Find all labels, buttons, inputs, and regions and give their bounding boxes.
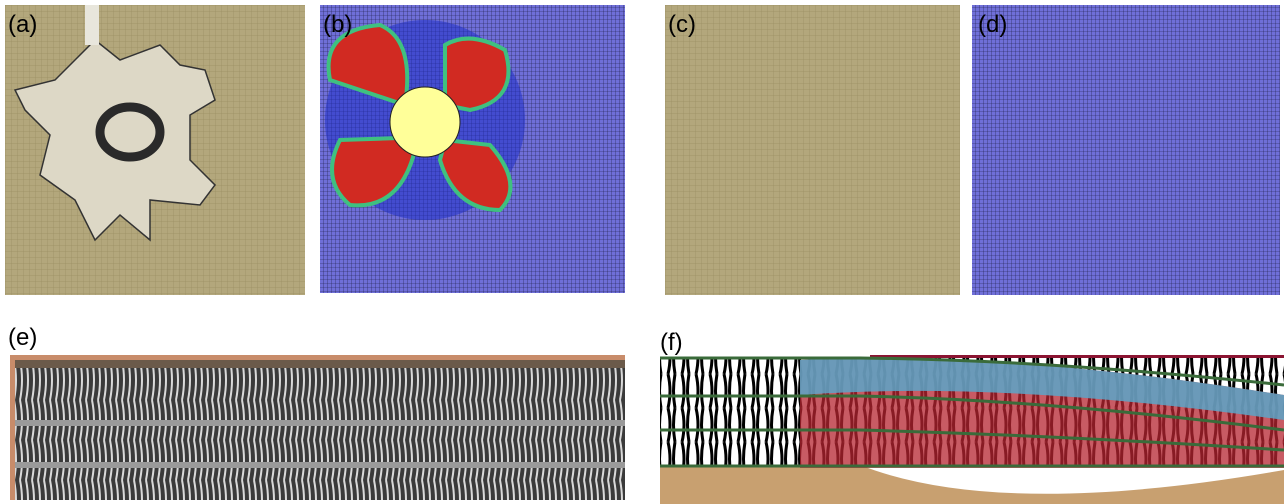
figure: (a) (b) (c) (d) (e) (f) xyxy=(0,0,1284,504)
support xyxy=(660,465,1284,504)
panel-label: (b) xyxy=(323,11,352,38)
face-sheet xyxy=(15,462,625,468)
photo xyxy=(15,360,625,500)
panel-a: (a) xyxy=(5,5,305,295)
photo xyxy=(665,5,960,295)
panel-label: (c) xyxy=(668,11,696,38)
panel-b: (b) xyxy=(320,5,625,293)
panel-d: (d) xyxy=(972,5,1280,295)
panel-label: (d) xyxy=(978,11,1007,38)
face-sheet xyxy=(15,360,625,368)
panel-f: (f) xyxy=(660,329,1284,504)
face-sheet xyxy=(15,420,625,426)
impact-zone xyxy=(390,87,460,157)
panel-label: (f) xyxy=(660,329,683,356)
panel-e: (e) xyxy=(8,324,625,500)
panel-c: (c) xyxy=(665,5,960,295)
panel-label: (a) xyxy=(8,11,37,38)
panel-label: (e) xyxy=(8,324,37,351)
crack xyxy=(85,5,99,45)
mesh xyxy=(972,5,1280,295)
